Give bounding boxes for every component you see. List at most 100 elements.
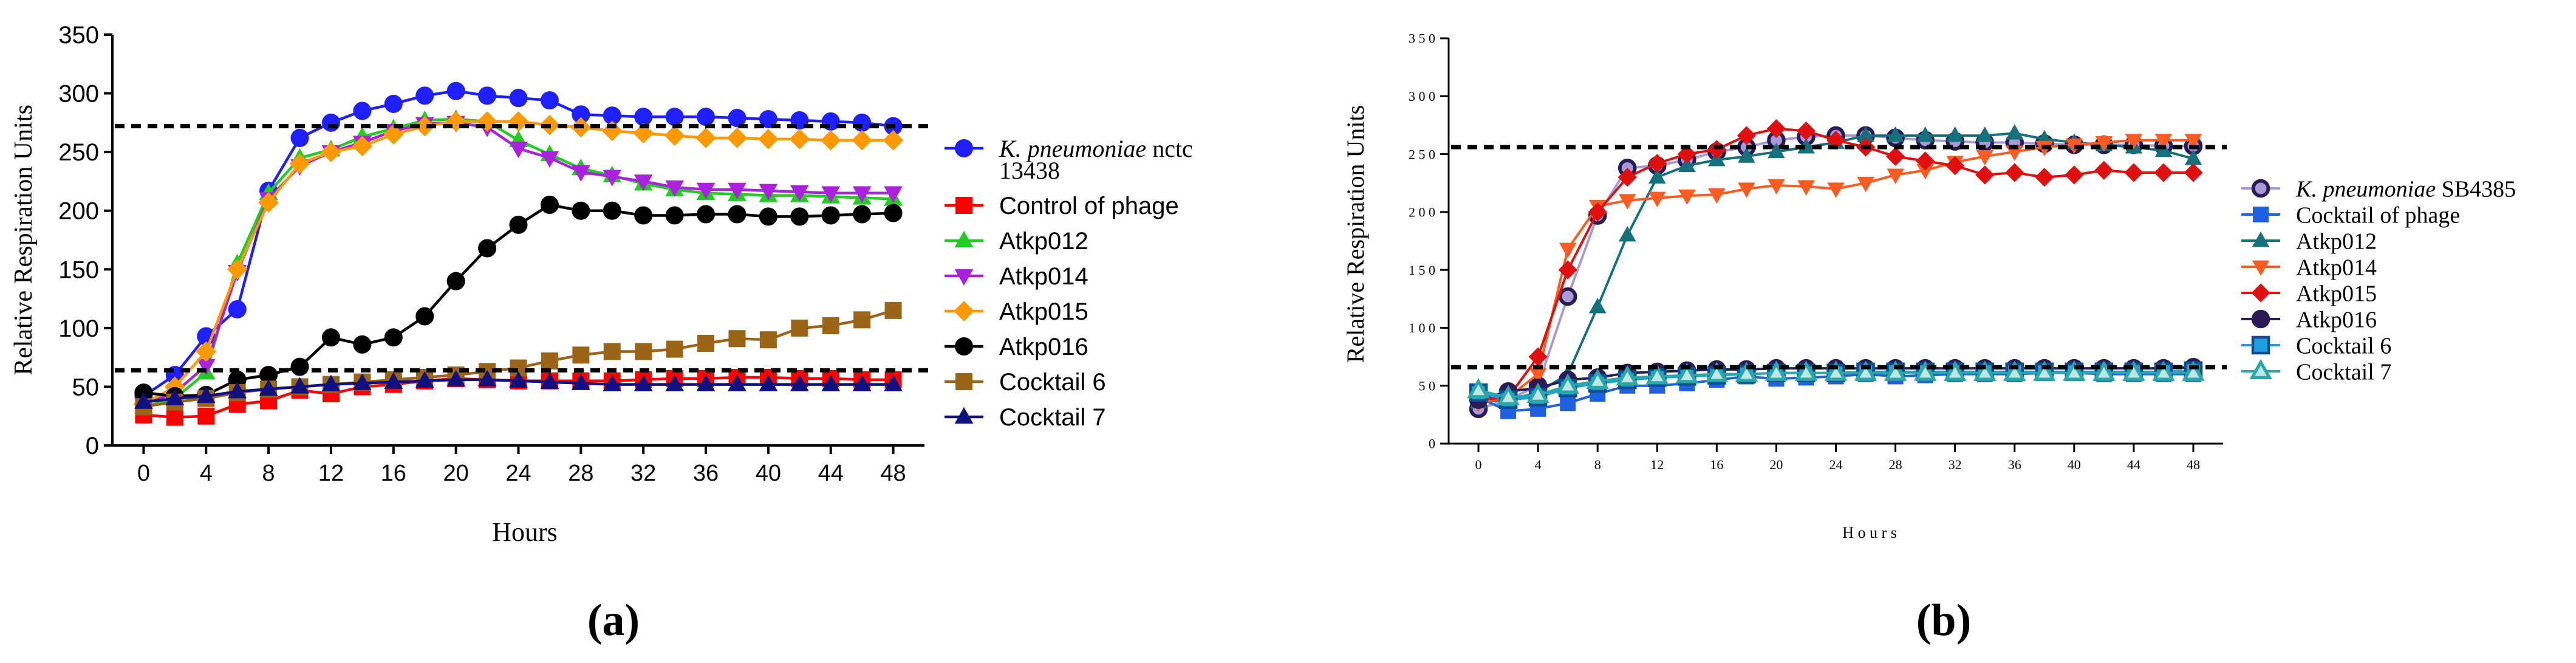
panel-b-data-point [1708, 188, 1726, 204]
panel-b-data-point [1976, 149, 1993, 166]
panel-b-data-point [2035, 168, 2054, 187]
panel-b-data-point [1796, 121, 1816, 141]
panel-a-series-7 [135, 301, 902, 416]
panel-b-data-point [2182, 360, 2205, 381]
panel-b-series-line [1478, 127, 2193, 401]
panel-b-data-point [2065, 138, 2083, 154]
panel-b-legend-marker [2251, 309, 2270, 329]
panel-b-data-point [1766, 119, 1786, 139]
panel-a-data-point [289, 153, 310, 174]
panel-b-ylabel: Relative Respiration Units [1342, 105, 1369, 363]
panel-b-data-point [1558, 287, 1577, 306]
panel-b-xtick-label: 28 [1889, 457, 1902, 472]
panel-a-data-point [664, 125, 685, 146]
panel-a-xtick-label: 28 [568, 461, 593, 486]
panel-a-data-point [228, 300, 247, 318]
panel-a-xtick-label: 0 [137, 461, 150, 486]
panel-a-legend-item: Cocktail 7 [945, 404, 1106, 431]
panel-a-legend-item: Atkp015 [945, 298, 1088, 325]
panel-a-data-point [852, 130, 872, 151]
panel-b-label: (b) [1916, 596, 1971, 645]
panel-b-xtick-label: 20 [1769, 457, 1783, 472]
panel-b-data-point [1675, 363, 1699, 383]
panel-b-xtick-label: 12 [1650, 457, 1664, 472]
panel-a-data-point [791, 319, 808, 337]
panel-a-data-point [509, 89, 528, 108]
panel-a-data-point [321, 328, 340, 347]
panel-a-xtick-label: 44 [818, 461, 844, 486]
panel-a-data-point [759, 207, 777, 226]
panel-a-data-point [353, 101, 372, 120]
panel-b-data-point [1768, 179, 1785, 194]
panel-b-data-point [1857, 176, 1874, 193]
panel-a-data-point [478, 239, 497, 258]
panel-a-data-point [697, 108, 716, 126]
panel-b-plot-area: 05 01 0 01 5 02 0 02 5 03 0 03 5 00 4 8 12 1… [1409, 31, 2227, 472]
panel-a-data-point [446, 272, 465, 290]
panel-a-data-point [477, 111, 497, 132]
panel-b-data-point [1529, 368, 1547, 383]
panel-b-xlabel: H o u r s [1842, 524, 1897, 541]
panel-b-data-point [2154, 134, 2173, 149]
panel-b-data-point [2006, 145, 2024, 161]
panel-a-data-point [696, 182, 716, 200]
panel-b-data-point [2063, 360, 2086, 381]
panel-b-data-point [1887, 168, 1904, 184]
panel-b-data-point [1916, 126, 1934, 142]
panel-b-xtick-label: 32 [1949, 457, 1962, 472]
panel-a-data-point [321, 142, 341, 162]
panel-b-data-point [1618, 168, 1637, 187]
panel-a-data-point [352, 373, 372, 390]
panel-a-ytick-label: 50 [72, 374, 100, 400]
panel-b-legend-item: Cocktail 6 [2241, 333, 2391, 359]
panel-a-data-point [759, 110, 777, 129]
panel-a-data-point [321, 113, 340, 132]
panel-a-data-point [634, 374, 653, 391]
panel-a-data-point [728, 109, 746, 128]
panel-b-data-point [1588, 298, 1607, 314]
panel-a-label: (a) [587, 596, 640, 645]
panel-b-data-point [1827, 182, 1845, 198]
panel-b-legend-item: Atkp012 [2241, 228, 2377, 254]
panel-a-data-point [601, 120, 623, 142]
panel-b-data-point [2094, 160, 2114, 180]
panel-a-data-point [634, 108, 653, 126]
panel-a-data-point [728, 374, 746, 391]
panel-b-data-point [1973, 360, 1997, 381]
panel-a-legend-label-cont: 13438 [999, 157, 1060, 184]
panel-a-data-point [634, 206, 653, 225]
panel-b-data-point [1738, 182, 1755, 198]
panel-b-data-point [1497, 385, 1520, 405]
panel-a-data-point [665, 374, 685, 391]
panel-b-data-point [1677, 144, 1696, 164]
panel-a-data-point [383, 124, 404, 145]
panel-a-legend-marker [954, 230, 974, 248]
panel-a-data-point [196, 359, 216, 376]
panel-a-data-point [852, 374, 872, 391]
panel-b-data-point [1707, 140, 1726, 159]
panel-a-data-point [571, 165, 590, 182]
panel-b-data-point [1678, 189, 1696, 205]
panel-a-data-point [726, 128, 748, 148]
panel-b-legend-marker [2251, 283, 2270, 303]
panel-b-xtick-label: 24 [1830, 457, 1843, 472]
panel-a-legend-item: Control of phage [945, 193, 1179, 219]
panel-b-legend-marker [2251, 179, 2270, 198]
panel-b-data-point [1588, 202, 1607, 222]
panel-a-data-point [635, 343, 652, 360]
panel-a-data-point [665, 108, 684, 126]
panel-a-data-point [883, 130, 904, 151]
panel-a-data-point [666, 340, 683, 358]
panel-a-ylabel: Relative Respiration Units [10, 105, 38, 376]
panel-b-data-point [2065, 165, 2084, 185]
panel-b-data-point [1943, 360, 1967, 381]
panel-b-data-point [1645, 364, 1669, 385]
panel-a-ytick-label: 100 [58, 315, 99, 342]
panel-b-data-point [2003, 360, 2026, 381]
panel-a-data-point [509, 215, 528, 234]
panel-a-legend-item: Cocktail 6 [945, 369, 1106, 396]
panel-b-data-point [2005, 163, 2024, 182]
panel-a-legend-label: Atkp014 [999, 263, 1088, 290]
